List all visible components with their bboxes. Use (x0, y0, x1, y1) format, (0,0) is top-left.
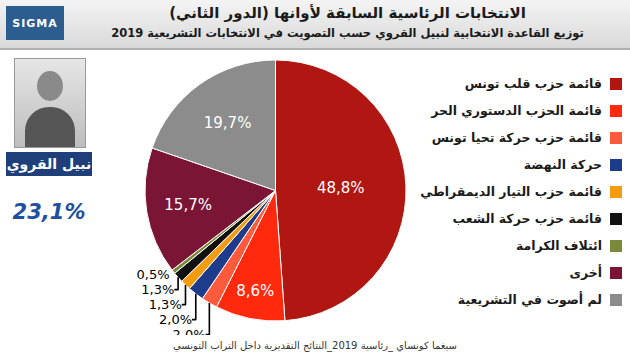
svg-text:2,0%: 2,0% (173, 327, 206, 335)
html-text:23,1%: 23,1% (12, 200, 86, 224)
svg-text:0,5%: 0,5% (137, 267, 170, 282)
html-text:قائمة حزب حركة الشعب: قائمة حزب حركة الشعب (452, 211, 602, 226)
html-text:ائتلاف الكرامة: ائتلاف الكرامة (515, 238, 602, 253)
html-text:توزيع القاعدة الانتخابية لنبيل: توزيع القاعدة الانتخابية لنبيل القروي حس… (111, 26, 584, 40)
svg-text:8,6%: 8,6% (236, 282, 274, 300)
html-text:لم أصوت في التشريعية: لم أصوت في التشريعية (457, 292, 602, 307)
html-text:قائمة الحزب الدستوري الحر: قائمة الحزب الدستوري الحر (431, 103, 602, 118)
html-text:قائمة حزب التيار الديمقراطي: قائمة حزب التيار الديمقراطي (420, 184, 602, 199)
svg-text:1,3%: 1,3% (149, 297, 182, 312)
html-text:نبيل القروي: نبيل القروي (6, 156, 92, 172)
svg-text:15,7%: 15,7% (164, 196, 212, 214)
svg-text:48,8%: 48,8% (317, 179, 365, 197)
svg-text:2,0%: 2,0% (159, 312, 192, 327)
html-text:قائمة حزب حركة تحيا تونس: قائمة حزب حركة تحيا تونس (431, 130, 602, 145)
html-text:أخرى: أخرى (569, 265, 602, 280)
html-text:حركة النهضة: حركة النهضة (523, 157, 602, 172)
svg-text:19,7%: 19,7% (204, 114, 252, 132)
svg-text:1,3%: 1,3% (141, 282, 174, 297)
html-text:SIGMA: SIGMA (12, 16, 58, 30)
html-text:قائمة حزب قلب تونس: قائمة حزب قلب تونس (464, 76, 602, 91)
html-text:سيغما كونساي _رئاسية 2019_النت: سيغما كونساي _رئاسية 2019_النتائج التقدي… (173, 340, 457, 351)
html-text:الانتخابات الرئاسية السابقة لأ: الانتخابات الرئاسية السابقة لأوانها (الد… (169, 4, 526, 22)
